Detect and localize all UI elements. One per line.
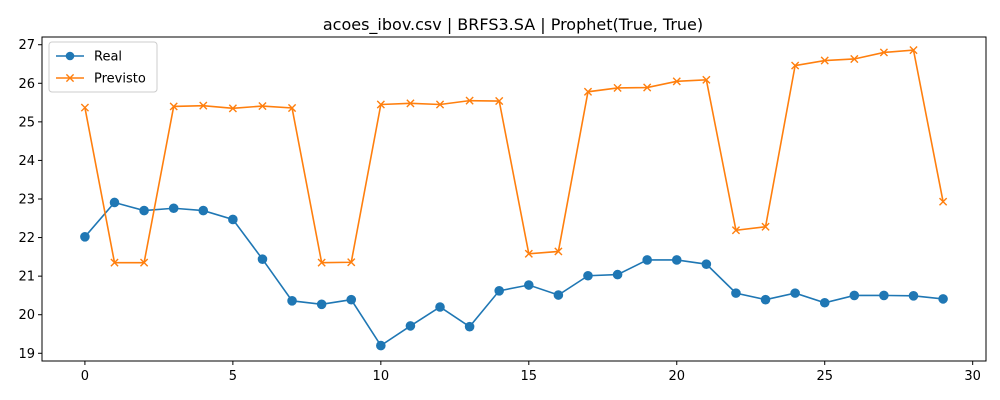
data-point-previsto: [731, 226, 741, 235]
data-point-real: [228, 214, 238, 225]
data-point-real: [376, 340, 386, 351]
y-tick-label: 21: [18, 270, 35, 285]
data-point-real: [287, 296, 297, 306]
data-point-previsto: [347, 258, 356, 267]
plot-area: [41, 36, 987, 362]
y-tick-label: 19: [18, 347, 35, 362]
data-point-previsto: [406, 99, 415, 108]
data-point-previsto: [80, 103, 90, 112]
data-point-previsto: [495, 96, 504, 106]
x-tick-label: 5: [229, 369, 237, 384]
data-point-previsto: [643, 83, 652, 92]
y-axis: 19 20 21 22 23 24 25 26 27: [18, 38, 42, 362]
data-point-previsto: [850, 54, 859, 64]
series-previsto: [80, 46, 948, 267]
data-point-previsto: [169, 102, 178, 111]
data-point-real: [435, 302, 445, 312]
y-tick-label: 25: [18, 115, 35, 130]
legend-marker-previsto: [65, 73, 75, 83]
legend-marker-real: [65, 51, 75, 61]
data-point-real: [198, 205, 209, 216]
legend-label-previsto: Previsto: [94, 72, 146, 87]
legend-item-real: Real: [56, 50, 122, 65]
data-point-previsto: [554, 247, 563, 256]
data-point-real: [346, 294, 357, 305]
data-point-previsto: [761, 222, 770, 231]
x-tick-label: 0: [81, 369, 89, 384]
data-point-real: [583, 270, 593, 281]
x-tick-label: 20: [668, 369, 685, 384]
legend-label-real: Real: [94, 50, 122, 65]
y-tick-label: 26: [18, 77, 35, 92]
data-point-previsto: [465, 96, 474, 105]
y-tick-label: 22: [18, 231, 35, 246]
data-point-previsto: [524, 249, 533, 258]
data-point-previsto: [139, 258, 149, 267]
y-tick-label: 20: [18, 308, 35, 323]
data-point-previsto: [791, 61, 800, 70]
data-point-real: [405, 321, 416, 331]
data-point-real: [760, 294, 771, 305]
chart-title: acoes_ibov.csv | BRFS3.SA | Prophet(True…: [323, 15, 703, 35]
legend-item-previsto: Previsto: [56, 72, 146, 87]
x-tick-label: 25: [816, 369, 833, 384]
data-point-real: [731, 288, 741, 298]
series-real: [80, 197, 948, 351]
data-point-real: [671, 255, 682, 265]
data-point-real: [80, 232, 90, 242]
data-point-previsto: [435, 100, 445, 109]
data-point-previsto: [376, 100, 385, 109]
data-point-real: [139, 205, 149, 216]
data-point-real: [790, 288, 800, 298]
data-point-real: [849, 290, 860, 301]
y-tick-label: 27: [18, 38, 35, 53]
data-point-previsto: [909, 46, 918, 55]
legend-box: [48, 41, 158, 93]
data-point-real: [642, 255, 652, 265]
data-point-previsto: [938, 197, 948, 206]
data-point-previsto: [228, 104, 237, 113]
data-point-real: [908, 291, 919, 301]
data-point-real: [819, 297, 830, 308]
plot-frame: [41, 36, 987, 362]
data-point-previsto: [258, 101, 267, 111]
series-line-real: [84, 201, 944, 347]
x-axis: 0 5 10 15 20 25 30: [81, 361, 981, 384]
x-tick-label: 15: [521, 369, 538, 384]
data-point-real: [464, 321, 475, 332]
data-point-previsto: [702, 75, 711, 84]
data-point-real: [553, 290, 564, 300]
x-tick-label: 10: [373, 369, 390, 384]
y-tick-label: 23: [18, 193, 35, 208]
data-point-real: [257, 254, 268, 264]
data-point-previsto: [613, 83, 622, 93]
x-tick-label: 30: [964, 369, 981, 384]
data-point-real: [168, 203, 179, 214]
data-point-real: [109, 197, 120, 208]
data-point-previsto: [317, 258, 326, 267]
series-layer: [80, 46, 948, 351]
data-point-previsto: [820, 56, 829, 65]
data-point-previsto: [672, 77, 681, 86]
data-point-previsto: [583, 87, 593, 96]
data-point-real: [612, 269, 623, 280]
data-point-real: [316, 299, 327, 310]
data-point-real: [879, 290, 889, 301]
data-point-real: [523, 280, 534, 290]
data-point-previsto: [110, 258, 119, 267]
data-point-real: [494, 286, 505, 296]
legend: Real Previsto: [48, 41, 158, 93]
data-point-real: [701, 259, 712, 269]
data-point-previsto: [287, 103, 297, 113]
y-tick-label: 24: [18, 154, 35, 169]
series-line-previsto: [84, 49, 944, 264]
data-point-previsto: [879, 48, 889, 57]
data-point-real: [938, 294, 948, 304]
data-point-previsto: [199, 101, 208, 110]
